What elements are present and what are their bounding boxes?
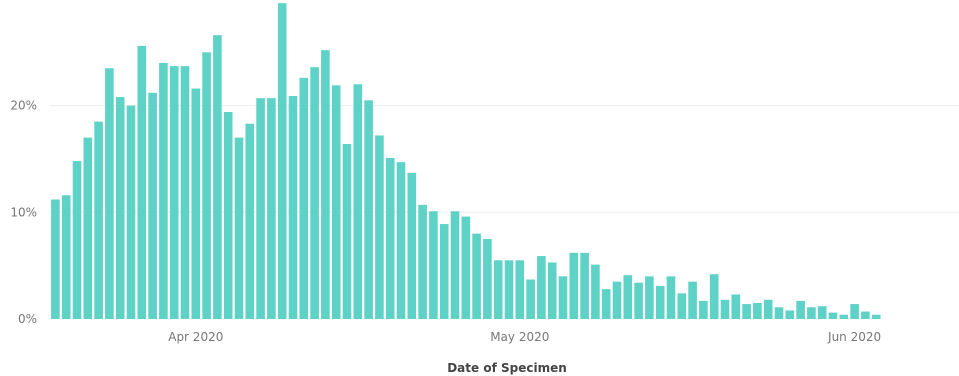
bar[interactable]	[418, 204, 427, 319]
bar[interactable]	[331, 85, 341, 319]
bar[interactable]	[623, 275, 633, 319]
bar[interactable]	[580, 252, 589, 319]
x-axis: Apr 2020 May 2020 Jun 2020	[168, 330, 881, 344]
bar[interactable]	[504, 260, 514, 319]
bar[interactable]	[828, 312, 838, 319]
bar[interactable]	[439, 224, 449, 319]
bar[interactable]	[148, 92, 157, 319]
gridlines	[50, 105, 959, 213]
bar[interactable]	[688, 281, 697, 319]
bar[interactable]	[515, 260, 525, 319]
bar[interactable]	[105, 68, 114, 319]
bar[interactable]	[461, 216, 471, 319]
bar[interactable]	[191, 88, 201, 319]
bar[interactable]	[450, 211, 460, 319]
bar[interactable]	[601, 289, 611, 319]
bar[interactable]	[234, 137, 244, 319]
bar[interactable]	[94, 121, 103, 319]
bar[interactable]	[245, 123, 255, 320]
bar[interactable]	[342, 144, 352, 319]
bar[interactable]	[612, 281, 622, 319]
y-axis: 0% 10% 20%	[10, 99, 37, 326]
bar[interactable]	[223, 112, 233, 319]
bar[interactable]	[709, 274, 719, 319]
bar[interactable]	[569, 252, 579, 319]
bar[interactable]	[137, 45, 147, 319]
bar[interactable]	[472, 233, 481, 319]
bar[interactable]	[655, 285, 665, 319]
x-tick-label: May 2020	[490, 330, 549, 344]
bar[interactable]	[429, 211, 438, 319]
bar[interactable]	[51, 199, 60, 320]
bar[interactable]	[72, 161, 82, 319]
bar[interactable]	[753, 303, 762, 319]
bar[interactable]	[277, 3, 287, 319]
x-tick-label: Apr 2020	[168, 330, 223, 344]
bar[interactable]	[299, 77, 309, 319]
bar[interactable]	[774, 307, 784, 319]
bar[interactable]	[558, 276, 568, 319]
y-tick-label: 10%	[10, 205, 37, 219]
bar[interactable]	[159, 62, 168, 320]
bar[interactable]	[321, 50, 330, 320]
bar[interactable]	[591, 264, 600, 319]
bar[interactable]	[396, 162, 406, 319]
bar[interactable]	[871, 314, 881, 319]
bar[interactable]	[720, 299, 730, 319]
bar[interactable]	[407, 172, 417, 319]
bar[interactable]	[353, 84, 363, 319]
bar[interactable]	[115, 97, 125, 319]
bar[interactable]	[666, 276, 676, 319]
bar[interactable]	[634, 282, 643, 319]
y-tick-label: 20%	[10, 99, 37, 113]
bar[interactable]	[763, 299, 773, 319]
bar[interactable]	[364, 100, 373, 320]
bar[interactable]	[83, 137, 93, 319]
bar[interactable]	[645, 276, 654, 319]
bar[interactable]	[850, 304, 859, 319]
bar[interactable]	[807, 307, 816, 319]
bar[interactable]	[256, 98, 265, 319]
bar[interactable]	[267, 98, 276, 319]
bar[interactable]	[169, 66, 179, 320]
bar[interactable]	[547, 262, 557, 319]
bar[interactable]	[310, 67, 319, 319]
bar[interactable]	[483, 238, 492, 319]
bar[interactable]	[839, 314, 849, 319]
bar[interactable]	[180, 66, 190, 320]
bar[interactable]	[385, 157, 395, 319]
bar[interactable]	[526, 279, 535, 319]
bar[interactable]	[375, 135, 384, 319]
bar[interactable]	[213, 35, 222, 320]
bars	[51, 3, 881, 320]
bar[interactable]	[493, 260, 503, 319]
bar[interactable]	[861, 311, 870, 319]
x-tick-label: Jun 2020	[827, 330, 881, 344]
bar[interactable]	[796, 300, 805, 319]
bar[interactable]	[61, 195, 71, 319]
bar[interactable]	[817, 306, 827, 319]
y-tick-label: 0%	[18, 312, 37, 326]
bar[interactable]	[742, 304, 751, 319]
bar[interactable]	[699, 300, 708, 319]
bar[interactable]	[126, 105, 136, 319]
x-axis-title: Date of Specimen	[447, 361, 567, 375]
bar[interactable]	[785, 310, 795, 319]
bar[interactable]	[288, 96, 298, 319]
bar[interactable]	[731, 294, 741, 319]
bar[interactable]	[677, 293, 687, 319]
bar[interactable]	[537, 256, 546, 319]
bar[interactable]	[202, 52, 211, 319]
